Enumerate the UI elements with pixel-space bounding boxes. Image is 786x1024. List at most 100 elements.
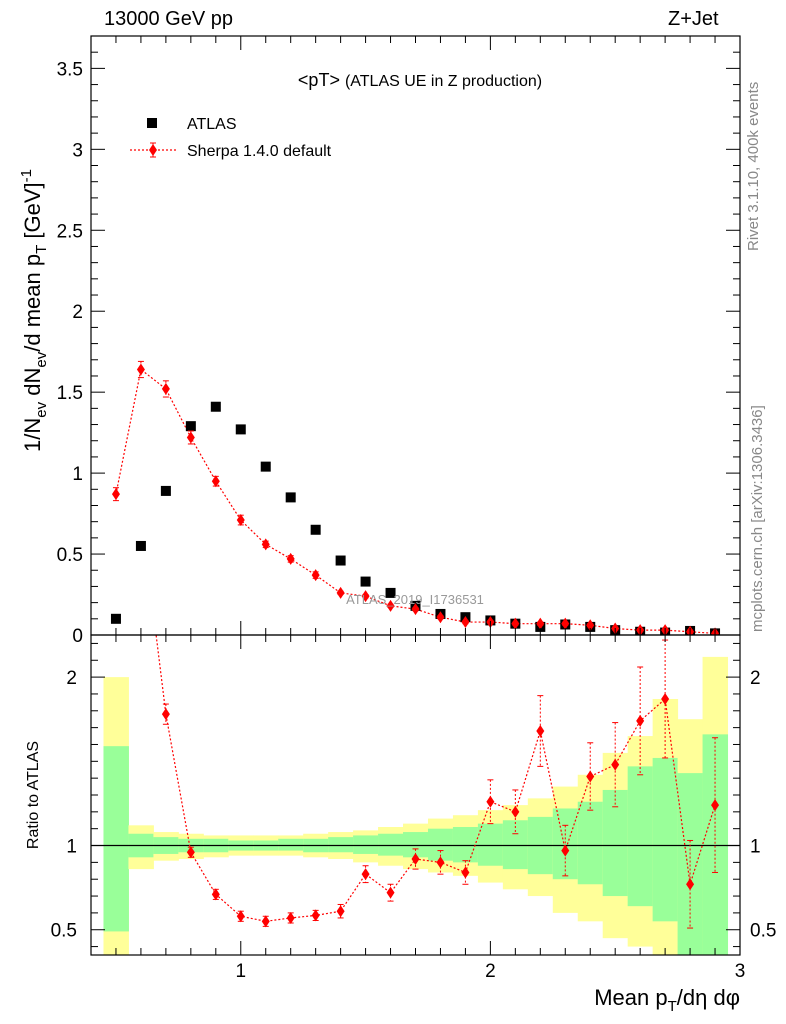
y-label-segment: [GeV] <box>20 182 45 244</box>
uncertainty-band-inner <box>552 808 579 880</box>
watermark-label: ATLAS_2019_I1736531 <box>346 592 484 607</box>
x-tick-label: 2 <box>485 961 496 982</box>
ratio-data-area <box>91 635 740 955</box>
uncertainty-band-inner <box>278 838 304 851</box>
x-label-segment: T <box>668 998 677 1015</box>
main-panel: ATLAS_2019_I1736531 <pT> (ATLAS UE in Z p… <box>18 70 721 635</box>
ratio-point <box>536 725 545 737</box>
atlas-point <box>210 401 221 412</box>
x-label-segment: Mean p <box>594 985 667 1010</box>
sherpa-point <box>286 552 295 565</box>
ratio-y-tick-label-right: 2 <box>750 668 761 689</box>
ratio-point <box>361 868 370 881</box>
legend-atlas-label: ATLAS <box>187 116 237 133</box>
chart-title-part: (ATLAS UE in Z production) <box>345 73 542 90</box>
uncertainty-band-inner <box>677 773 704 955</box>
uncertainty-band-inner <box>652 757 679 922</box>
ratio-point <box>711 799 720 812</box>
uncertainty-band-inner <box>502 820 529 870</box>
uncertainty-band-inner <box>378 833 404 856</box>
legend-atlas-marker <box>147 118 157 128</box>
sherpa-point <box>161 382 170 395</box>
ratio-point <box>286 911 295 924</box>
ratio-point <box>561 844 570 857</box>
ratio-y-tick-label: 0.5 <box>51 921 77 942</box>
sherpa-point <box>236 514 245 527</box>
ratio-point <box>211 888 220 901</box>
sherpa-point <box>536 617 545 630</box>
atlas-point <box>260 461 271 472</box>
atlas-point <box>385 587 396 598</box>
ratio-point <box>636 714 645 727</box>
ratio-point <box>411 853 420 865</box>
x-label-segment: /dη dφ <box>677 985 740 1010</box>
ratio-point <box>436 856 445 869</box>
sherpa-point <box>361 590 370 603</box>
atlas-point <box>110 613 121 624</box>
y-label-segment: T <box>33 245 50 254</box>
ratio-y-tick-label: 2 <box>66 668 77 689</box>
sherpa-point <box>211 475 220 488</box>
sherpa-point <box>261 538 270 551</box>
y-label-segment: -1 <box>18 169 35 182</box>
sherpa-point <box>311 569 320 582</box>
main-y-axis-label: 1/Nev dNev/d mean pT [GeV]-1 <box>18 169 50 452</box>
ratio-frame: 0.5 0.5 1 1 2 2 1 2 3 <box>51 634 776 982</box>
main-frame: 0 0.5 1 1.5 2 2.5 3 3.5 <box>57 35 741 647</box>
uncertainty-band-inner <box>602 789 629 897</box>
main-y-tick-label: 3.5 <box>57 59 83 80</box>
atlas-point <box>360 576 371 587</box>
process-label: Z+Jet <box>668 8 719 30</box>
sherpa-point <box>561 617 570 630</box>
main-y-tick-label: 2 <box>72 302 83 323</box>
y-label-segment: /d mean p <box>20 254 45 352</box>
uncertainty-band-inner <box>103 746 129 932</box>
ratio-point <box>486 795 495 808</box>
ratio-point <box>586 770 595 783</box>
main-y-tick-label: 0.5 <box>57 545 83 566</box>
ratio-y-axis-label: Ratio to ATLAS <box>25 741 42 849</box>
chart-title-part: <pT> <box>298 70 345 90</box>
uncertainty-band-inner <box>452 827 479 863</box>
uncertainty-band-inner <box>477 823 504 866</box>
ratio-point <box>261 915 270 928</box>
main-y-tick-label: 3 <box>72 140 83 161</box>
y-label-segment: ev <box>33 401 50 417</box>
uncertainty-band-inner <box>627 766 654 907</box>
ratio-point <box>386 886 395 899</box>
sherpa-point <box>136 363 145 376</box>
ratio-y-tick-label-right: 1 <box>750 837 761 858</box>
sherpa-point <box>111 488 120 501</box>
ratio-point <box>186 846 195 859</box>
atlas-point <box>310 524 321 535</box>
main-y-tick-label: 1.5 <box>57 383 83 404</box>
atlas-point <box>235 424 246 435</box>
ratio-point <box>161 708 170 721</box>
ratio-y-tick-label: 1 <box>66 837 77 858</box>
uncertainty-band-inner <box>577 801 604 885</box>
atlas-point <box>185 421 196 432</box>
atlas-point <box>285 492 296 503</box>
sherpa-point <box>186 431 195 444</box>
energy-label: 13000 GeV pp <box>104 8 233 30</box>
y-label-segment: ev <box>33 351 50 367</box>
uncertainty-band-inner <box>328 837 354 853</box>
atlas-point <box>135 540 146 551</box>
atlas-point <box>160 485 171 496</box>
ratio-point <box>661 693 670 705</box>
ratio-point <box>311 909 320 922</box>
y-label-segment: 1/N <box>20 418 45 452</box>
sherpa-point <box>511 617 520 630</box>
ratio-panel: Ratio to ATLAS Mean pT/dη dφ <box>25 635 740 1015</box>
sherpa-point <box>336 586 345 599</box>
chart-title: <pT> (ATLAS UE in Z production) <box>298 70 542 90</box>
legend-sherpa-marker <box>149 144 157 156</box>
ratio-y-tick-label-right: 0.5 <box>750 921 776 942</box>
x-tick-label: 3 <box>735 961 746 982</box>
main-y-tick-label: 0 <box>72 626 83 647</box>
atlas-point <box>335 555 346 566</box>
legend-sherpa-label: Sherpa 1.4.0 default <box>187 143 332 160</box>
sherpa-point <box>461 616 470 629</box>
ratio-point <box>611 758 620 771</box>
